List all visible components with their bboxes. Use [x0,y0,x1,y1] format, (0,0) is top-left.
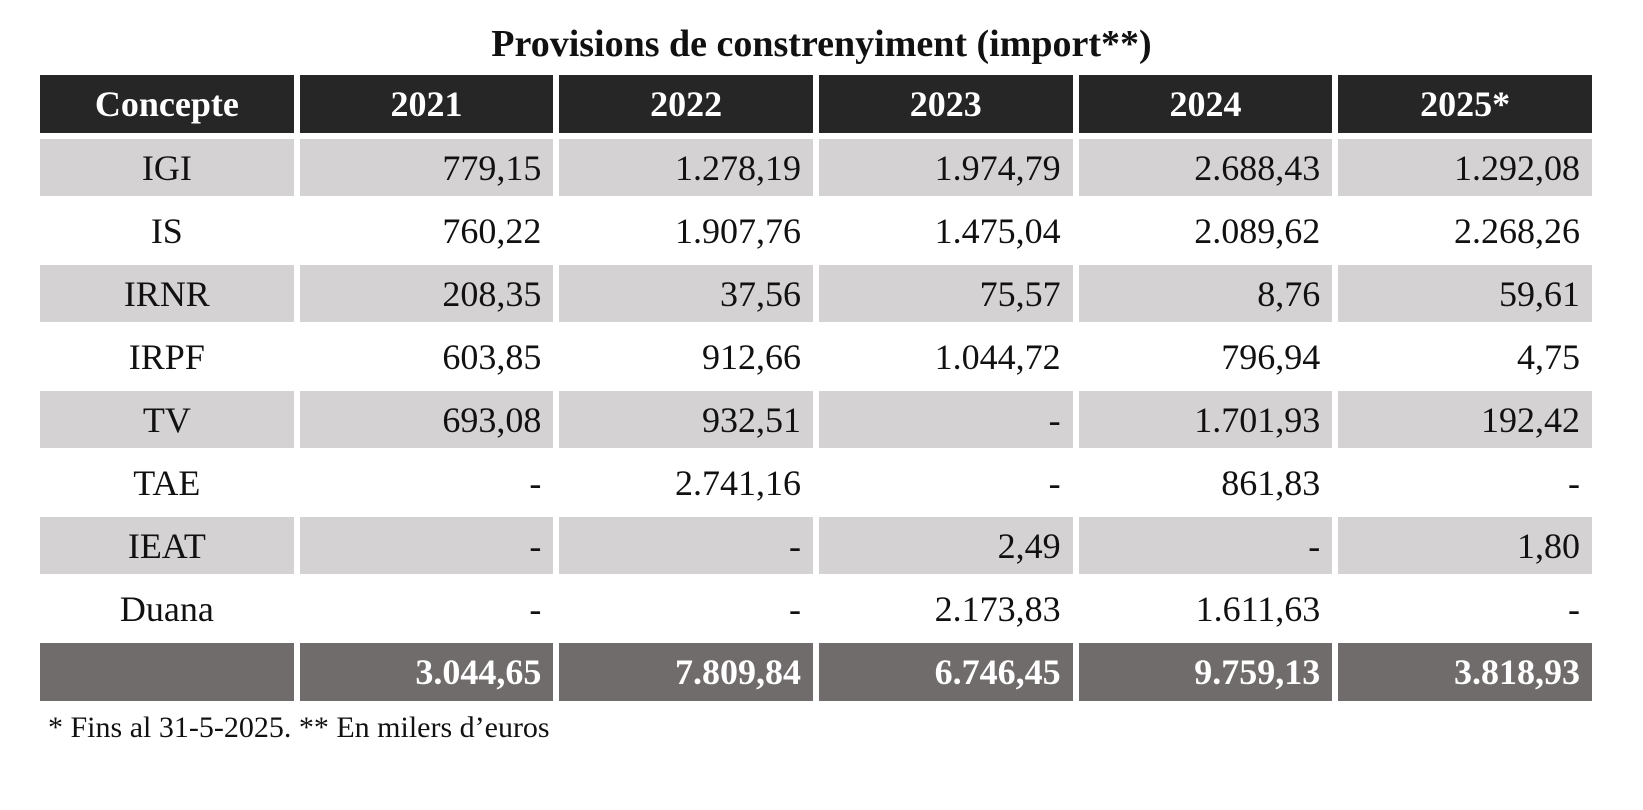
table-cell: 1.475,04 [818,202,1073,259]
header-2021: 2021 [299,75,554,133]
header-2022: 2022 [559,75,813,133]
table-cell: - [818,454,1073,511]
provisions-table: Concepte 2021 2022 2023 2024 2025* IGI 7… [34,69,1598,707]
table-cell: 2,49 [818,517,1073,574]
table-title: Provisions de constrenyiment (import**) [491,23,1152,65]
table-row: TV 693,08 932,51 - 1.701,93 192,42 [40,391,1592,448]
table-cell: 2.741,16 [559,454,813,511]
table-cell: 75,57 [818,265,1073,322]
table-row: Duana - - 2.173,83 1.611,63 - [40,580,1592,637]
table-row: IRNR 208,35 37,56 75,57 8,76 59,61 [40,265,1592,322]
row-concept: IGI [40,139,294,196]
table-cell: - [299,454,554,511]
table-cell: 2.268,26 [1338,202,1592,259]
table-cell: - [559,517,813,574]
table-row: IRPF 603,85 912,66 1.044,72 796,94 4,75 [40,328,1592,385]
footnote: * Fins al 31-5-2025. ** En milers d’euro… [48,711,550,744]
table-cell: - [1078,517,1333,574]
total-cell: 9.759,13 [1078,643,1333,701]
table-cell: 192,42 [1338,391,1592,448]
row-concept: IRNR [40,265,294,322]
table-cell: - [559,580,813,637]
table-row: TAE - 2.741,16 - 861,83 - [40,454,1592,511]
table-cell: 1.907,76 [559,202,813,259]
row-concept: TV [40,391,294,448]
table-cell: 760,22 [299,202,554,259]
total-cell: 3.044,65 [299,643,554,701]
row-concept: IRPF [40,328,294,385]
table-cell: 1.044,72 [818,328,1073,385]
table-cell: - [1338,454,1592,511]
table-cell: - [299,517,554,574]
table-cell: 1.974,79 [818,139,1073,196]
row-concept: TAE [40,454,294,511]
table-cell: 1.701,93 [1078,391,1333,448]
table-cell: 932,51 [559,391,813,448]
table-cell: 2.089,62 [1078,202,1333,259]
totals-label [40,643,294,701]
table-cell: 1.278,19 [559,139,813,196]
table-cell: 1.611,63 [1078,580,1333,637]
table-cell: - [818,391,1073,448]
header-2024: 2024 [1078,75,1333,133]
row-concept: IS [40,202,294,259]
table-cell: 2.688,43 [1078,139,1333,196]
table-cell: 4,75 [1338,328,1592,385]
total-cell: 3.818,93 [1338,643,1592,701]
header-2023: 2023 [818,75,1073,133]
table-cell: 779,15 [299,139,554,196]
table-cell: 693,08 [299,391,554,448]
table-row: IS 760,22 1.907,76 1.475,04 2.089,62 2.2… [40,202,1592,259]
row-concept: Duana [40,580,294,637]
table-cell: - [299,580,554,637]
total-cell: 7.809,84 [559,643,813,701]
table-cell: 1.292,08 [1338,139,1592,196]
header-row: Concepte 2021 2022 2023 2024 2025* [40,75,1592,133]
table-cell: 861,83 [1078,454,1333,511]
header-concepte: Concepte [40,75,294,133]
table-row: IEAT - - 2,49 - 1,80 [40,517,1592,574]
table-cell: 37,56 [559,265,813,322]
table-cell: 2.173,83 [818,580,1073,637]
total-cell: 6.746,45 [818,643,1073,701]
table-cell: 1,80 [1338,517,1592,574]
table-cell: 59,61 [1338,265,1592,322]
table-cell: 603,85 [299,328,554,385]
table-row: IGI 779,15 1.278,19 1.974,79 2.688,43 1.… [40,139,1592,196]
table-cell: 796,94 [1078,328,1333,385]
table-cell: - [1338,580,1592,637]
table-cell: 8,76 [1078,265,1333,322]
row-concept: IEAT [40,517,294,574]
table-cell: 912,66 [559,328,813,385]
table-cell: 208,35 [299,265,554,322]
header-2025: 2025* [1338,75,1592,133]
totals-row: 3.044,65 7.809,84 6.746,45 9.759,13 3.81… [40,643,1592,701]
